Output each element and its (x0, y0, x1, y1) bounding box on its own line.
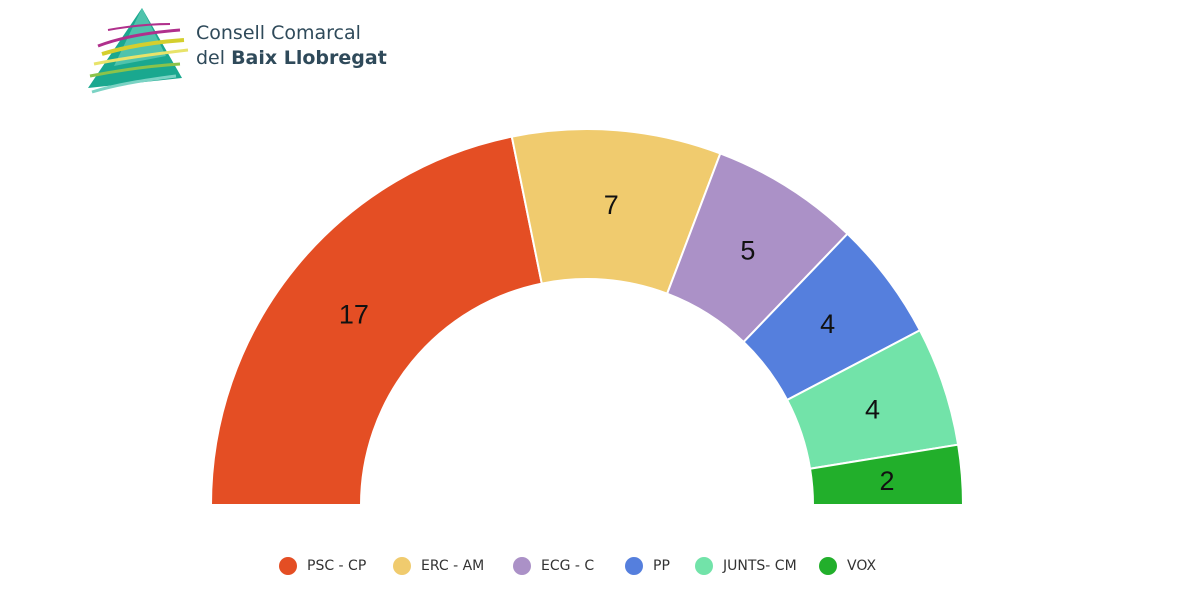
logo-text: Consell Comarcal del Baix Llobregat (196, 21, 387, 71)
logo-line-1: Consell Comarcal (196, 22, 361, 44)
legend-item-vox[interactable]: VOX (819, 557, 876, 575)
consell-comarcal-logo: Consell Comarcal del Baix Llobregat (84, 6, 404, 98)
legend-label-ecg-c: ECG - C (541, 558, 594, 574)
legend-swatch-vox (819, 557, 837, 575)
legend-item-junts-cm[interactable]: JUNTS- CM (695, 557, 797, 575)
value-label-psc-cp: 17 (339, 300, 369, 330)
logo-line-2-prefix: del (196, 47, 232, 69)
chart-segments (209, 128, 965, 506)
legend-swatch-erc-am (393, 557, 411, 575)
legend-item-ecg-c[interactable]: ECG - C (513, 557, 594, 575)
legend-swatch-ecg-c (513, 557, 531, 575)
value-label-ecg-c: 5 (740, 236, 755, 266)
segment-vox (808, 443, 965, 506)
legend-swatch-junts-cm (695, 557, 713, 575)
legend-label-junts-cm: JUNTS- CM (722, 558, 797, 574)
segment-psc-cp (209, 135, 543, 506)
value-label-junts-cm: 4 (865, 395, 880, 425)
legend-swatch-pp (625, 557, 643, 575)
legend-label-psc-cp: PSC - CP (307, 558, 366, 574)
legend-item-psc-cp[interactable]: PSC - CP (279, 557, 366, 575)
chart-value-labels: 17 7 5 4 4 2 (339, 190, 895, 496)
value-label-pp: 4 (820, 309, 835, 339)
legend-label-vox: VOX (847, 558, 876, 574)
triangle-logo-icon (88, 8, 189, 94)
legend-label-pp: PP (653, 558, 670, 574)
legend-item-pp[interactable]: PP (625, 557, 670, 575)
value-label-erc-am: 7 (604, 190, 619, 220)
chart-legend: PSC - CP ERC - AM ECG - C PP JUNTS- CM VOX (279, 557, 876, 575)
logo-line-2: del Baix Llobregat (196, 46, 387, 71)
value-label-vox: 2 (880, 466, 895, 496)
legend-item-erc-am[interactable]: ERC - AM (393, 557, 484, 575)
logo-line-2-bold: Baix Llobregat (231, 47, 387, 69)
legend-label-erc-am: ERC - AM (421, 558, 484, 574)
legend-swatch-psc-cp (279, 557, 297, 575)
